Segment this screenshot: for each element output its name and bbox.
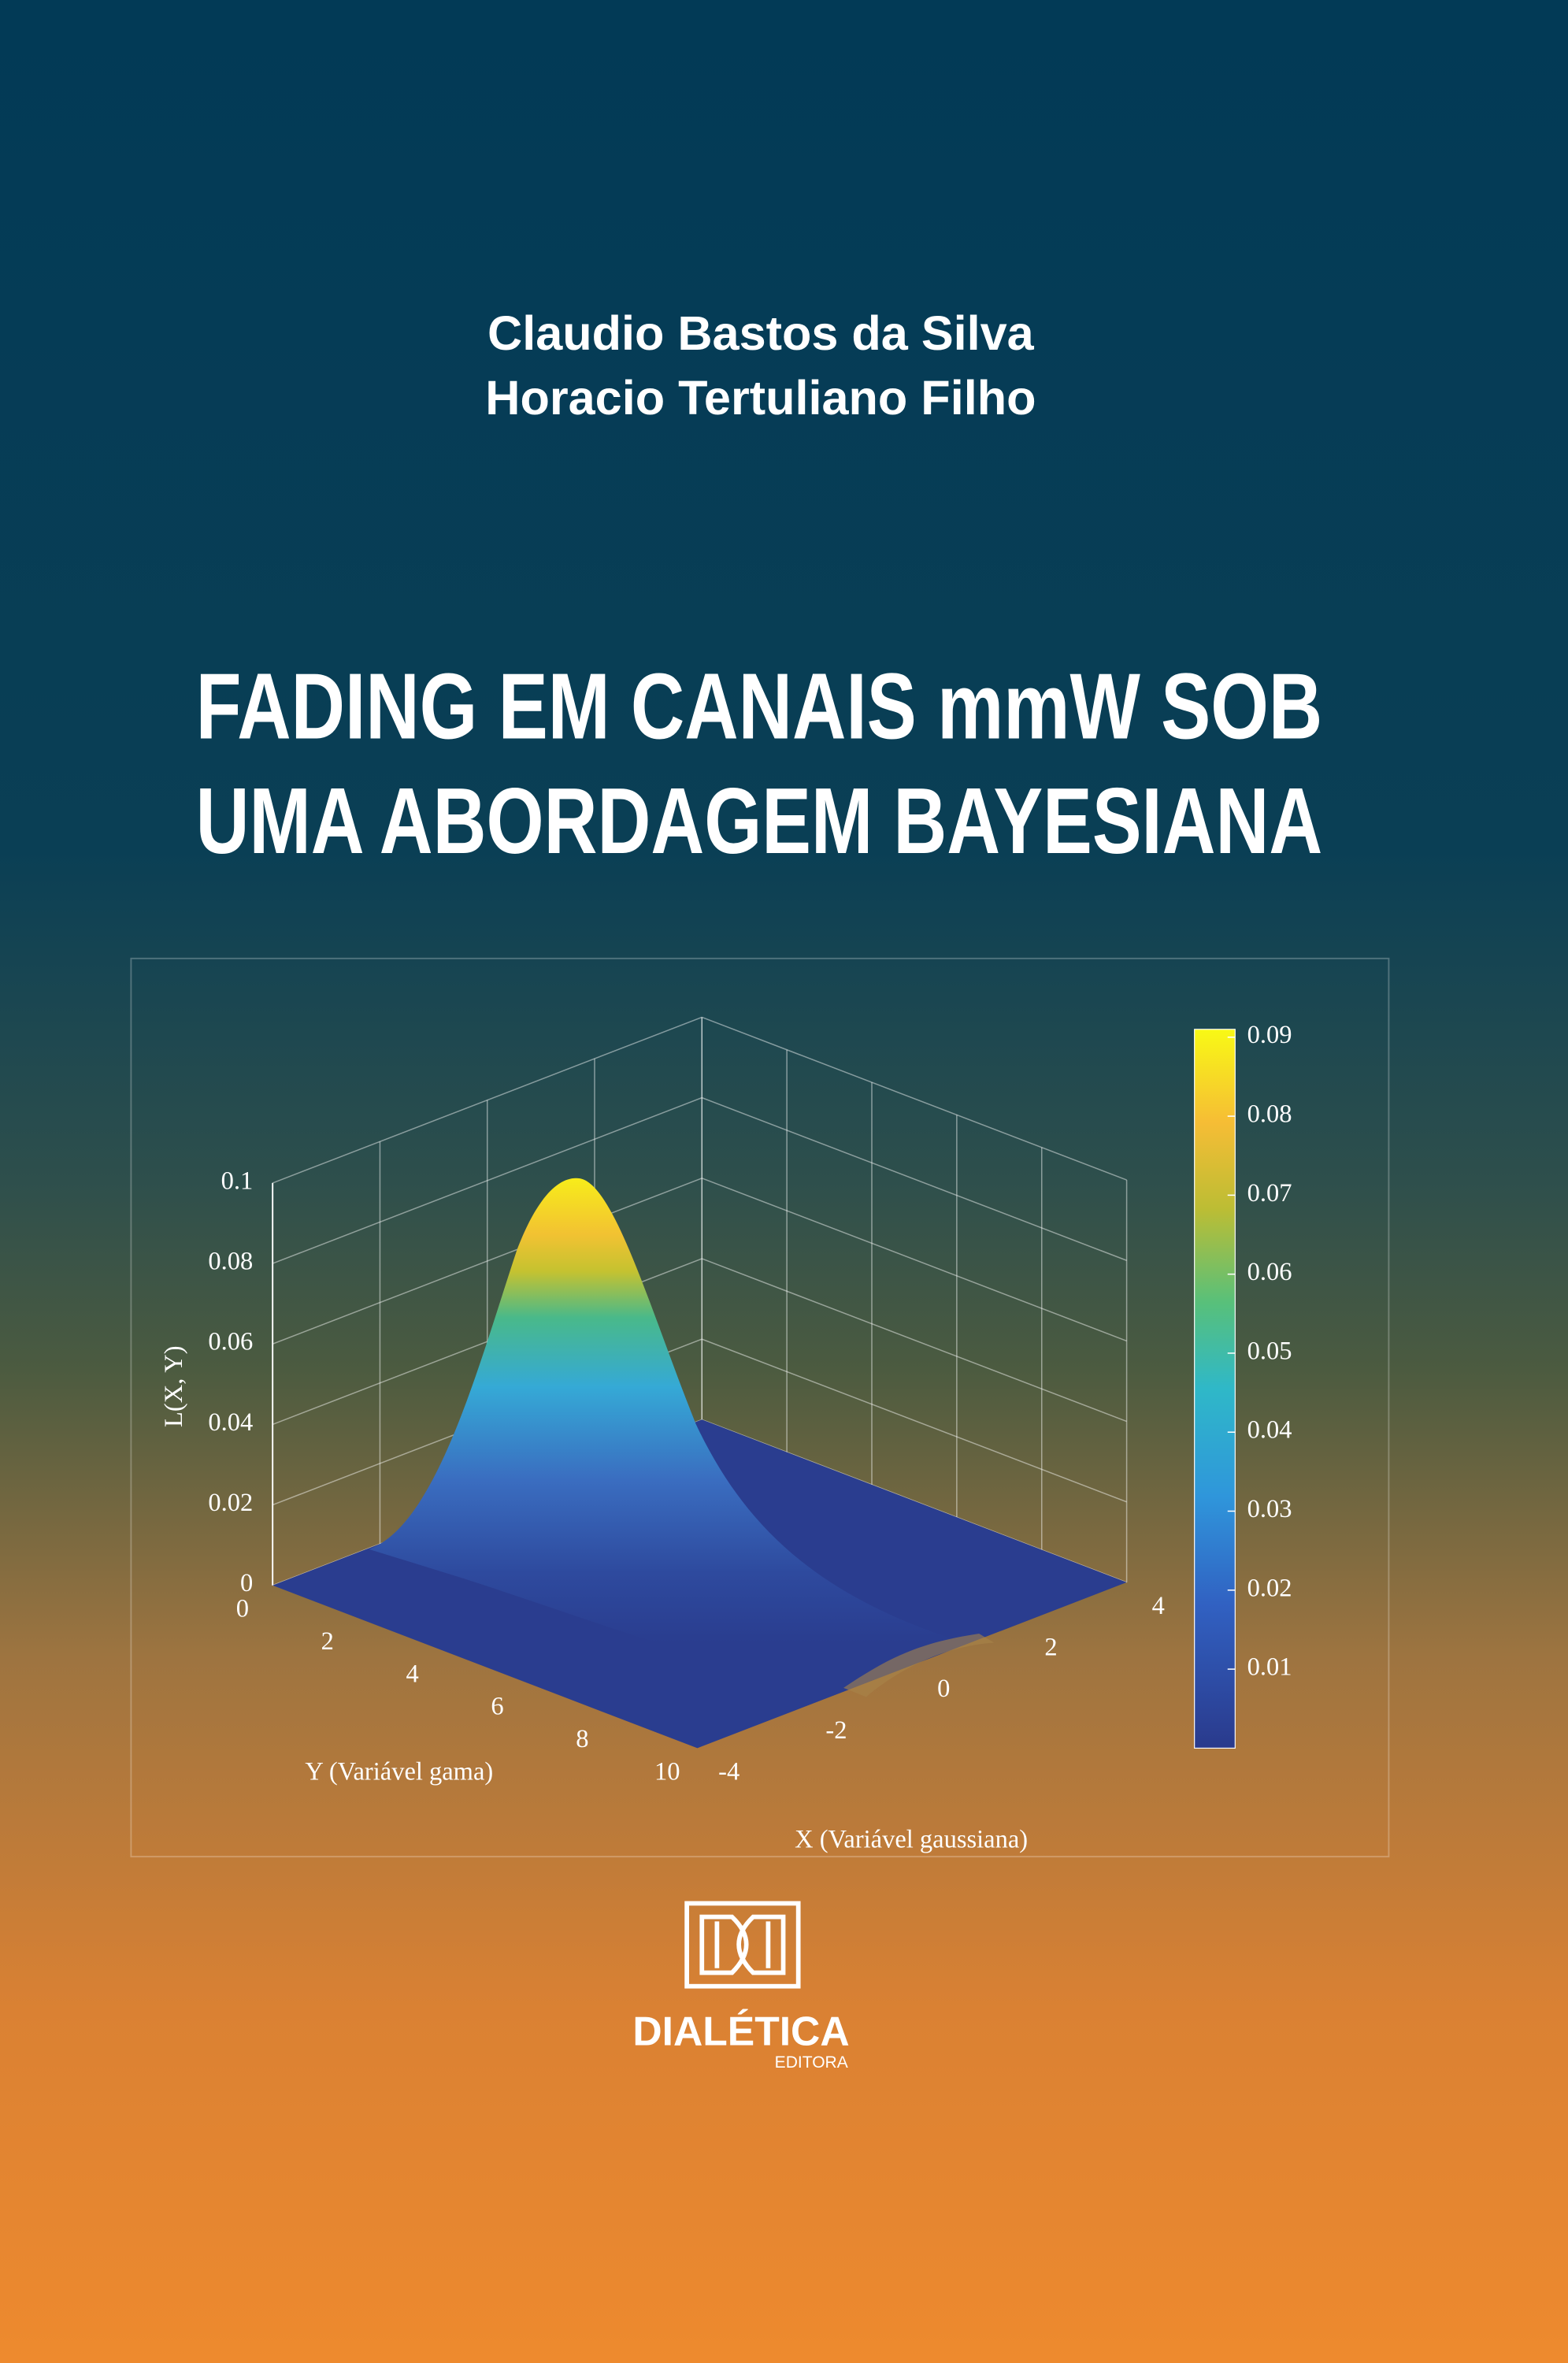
grid-line (701, 1096, 1127, 1261)
colorbar-tick-label: 0.03 (1247, 1495, 1292, 1523)
surface-peak (369, 1178, 965, 1688)
z-tick-label: 0.08 (208, 1248, 253, 1276)
z-axis-label: L(X, Y) (160, 1345, 188, 1427)
z-tick-label: 0 (240, 1569, 253, 1597)
z-tick-label: 0.1 (221, 1167, 254, 1195)
colorbar-tick-label: 0.01 (1247, 1653, 1292, 1682)
x-tick-label: 4 (1152, 1592, 1165, 1620)
author: Horacio Tertuliano Filho (485, 371, 1036, 425)
colorbar-tick-label: 0.04 (1247, 1416, 1292, 1445)
grid-line (272, 1096, 702, 1264)
grid-line (701, 1178, 1127, 1342)
y-tick-label: 10 (654, 1757, 680, 1786)
y-tick-label: 4 (406, 1660, 419, 1688)
colorbar-tick-label: 0.08 (1247, 1100, 1292, 1129)
y-tick-label: 8 (576, 1725, 588, 1753)
surface (272, 1178, 1127, 1749)
grid-line (701, 1338, 1127, 1503)
colorbar-tick-label: 0.02 (1247, 1574, 1292, 1602)
x-tick-label: -2 (825, 1716, 847, 1745)
colorbar-tick-label: 0.09 (1247, 1021, 1292, 1049)
grid-line (272, 1178, 702, 1345)
publisher-name: DIALÉTICA (632, 2008, 849, 2053)
book-title: UMA ABORDAGEM BAYESIANA (196, 770, 1323, 874)
y-tick-label: 0 (236, 1595, 249, 1623)
grid-line (272, 1016, 702, 1184)
x-tick-label: 2 (1044, 1634, 1057, 1662)
y-axis-label: Y (Variável gama) (305, 1757, 493, 1786)
author: Claudio Bastos da Silva (487, 306, 1035, 360)
x-tick-label: 0 (937, 1675, 950, 1703)
publisher-logo (684, 1901, 801, 1989)
z-tick-label: 0.02 (208, 1489, 253, 1517)
x-axis-label: X (Variável gaussiana) (795, 1825, 1028, 1853)
colorbar (1194, 1029, 1236, 1749)
z-tick-label: 0.06 (208, 1328, 253, 1356)
surface-edge (843, 1633, 995, 1697)
x-tick-label: -4 (718, 1757, 740, 1786)
grid-line (701, 1258, 1127, 1423)
book-title: FADING EM CANAIS mmW SOB (196, 655, 1323, 759)
colorbar-tick-label: 0.05 (1247, 1337, 1292, 1365)
grid-line (701, 1016, 1127, 1181)
plot-frame (130, 957, 1390, 1858)
z-tick-label: 0.04 (208, 1408, 253, 1437)
y-tick-label: 6 (491, 1693, 503, 1721)
y-tick-label: 2 (321, 1627, 334, 1656)
colorbar-tick-label: 0.07 (1247, 1179, 1292, 1207)
colorbar-tick-label: 0.06 (1247, 1258, 1292, 1286)
publisher-subtitle: EDITORA (775, 2053, 848, 2072)
grid (272, 1016, 1128, 1586)
